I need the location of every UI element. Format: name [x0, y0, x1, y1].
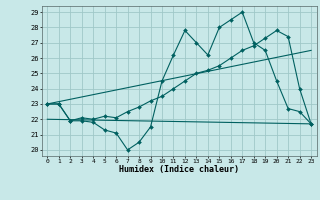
X-axis label: Humidex (Indice chaleur): Humidex (Indice chaleur) [119, 165, 239, 174]
